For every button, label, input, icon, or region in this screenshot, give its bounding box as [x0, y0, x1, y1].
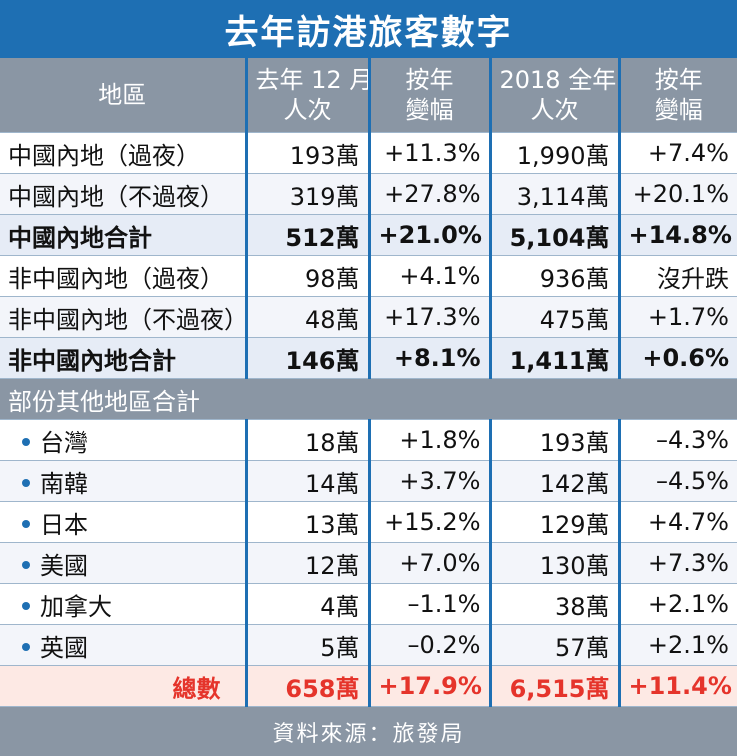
table-row: 非中國內地（過夜） 98萬 +4.1% 936萬 沒升跌	[0, 255, 737, 297]
cell-value: +20.1%	[619, 173, 737, 215]
table-row: 南韓 14萬 +3.7% 142萬 –4.5%	[0, 460, 737, 502]
cell-value: 658萬	[246, 665, 371, 707]
bullet-icon	[22, 438, 30, 446]
cell-value: +11.3%	[369, 132, 492, 174]
cell-value: 1,990萬	[490, 132, 621, 174]
cell-value: 512萬	[246, 214, 371, 256]
cell-value: –4.3%	[619, 419, 737, 461]
row-label: 日本	[0, 501, 248, 543]
table-row: 台灣 18萬 +1.8% 193萬 –4.3%	[0, 419, 737, 461]
cell-value: 319萬	[246, 173, 371, 215]
cell-value: +4.1%	[369, 255, 492, 297]
row-label: 中國內地（過夜）	[0, 132, 248, 174]
cell-value: 18萬	[246, 419, 371, 461]
table-row: 非中國內地（不過夜） 48萬 +17.3% 475萬 +1.7%	[0, 296, 737, 338]
column-header-0: 地區	[0, 58, 248, 133]
section-label: 部份其他地區合計	[0, 378, 737, 420]
row-label: 非中國內地（過夜）	[0, 255, 248, 297]
cell-value: +2.1%	[619, 624, 737, 666]
cell-value: +7.0%	[369, 542, 492, 584]
table-title: 去年訪港旅客數字	[0, 0, 737, 58]
row-label: 加拿大	[0, 583, 248, 625]
row-label: 中國內地（不過夜）	[0, 173, 248, 215]
cell-value: 129萬	[490, 501, 621, 543]
cell-value: +15.2%	[369, 501, 492, 543]
column-header-4: 按年 變幅	[619, 58, 737, 133]
cell-value: 193萬	[246, 132, 371, 174]
column-header-3: 2018 全年 人次	[490, 58, 621, 133]
cell-value: 142萬	[490, 460, 621, 502]
table-body: 中國內地（過夜） 193萬 +11.3% 1,990萬 +7.4% 中國內地（不過夜） 31…	[0, 132, 737, 707]
cell-value: 1,411萬	[490, 337, 621, 379]
cell-value: 5,104萬	[490, 214, 621, 256]
table-row: 日本 13萬 +15.2% 129萬 +4.7%	[0, 501, 737, 543]
cell-value: +7.4%	[619, 132, 737, 174]
cell-value: +14.8%	[619, 214, 737, 256]
cell-value: 193萬	[490, 419, 621, 461]
cell-value: +21.0%	[369, 214, 492, 256]
cell-value: 14萬	[246, 460, 371, 502]
row-label: 非中國內地（不過夜）	[0, 296, 248, 338]
cell-value: 57萬	[490, 624, 621, 666]
section-row: 部份其他地區合計	[0, 378, 737, 420]
table-row: 美國 12萬 +7.0% 130萬 +7.3%	[0, 542, 737, 584]
row-label: 總數	[0, 665, 248, 707]
cell-value: +0.6%	[619, 337, 737, 379]
row-label: 中國內地合計	[0, 214, 248, 256]
table-row: 中國內地（不過夜） 319萬 +27.8% 3,114萬 +20.1%	[0, 173, 737, 215]
cell-value: –4.5%	[619, 460, 737, 502]
table-row: 非中國內地合計 146萬 +8.1% 1,411萬 +0.6%	[0, 337, 737, 379]
table-row: 中國內地合計 512萬 +21.0% 5,104萬 +14.8%	[0, 214, 737, 256]
cell-value: –0.2%	[369, 624, 492, 666]
cell-value: +17.9%	[369, 665, 492, 707]
bullet-icon	[22, 561, 30, 569]
bullet-icon	[22, 643, 30, 651]
cell-value: 6,515萬	[490, 665, 621, 707]
cell-value: 146萬	[246, 337, 371, 379]
row-label: 南韓	[0, 460, 248, 502]
cell-value: 38萬	[490, 583, 621, 625]
row-label: 非中國內地合計	[0, 337, 248, 379]
cell-value: 5萬	[246, 624, 371, 666]
cell-value: 3,114萬	[490, 173, 621, 215]
row-label: 美國	[0, 542, 248, 584]
row-label: 英國	[0, 624, 248, 666]
bullet-icon	[22, 479, 30, 487]
cell-value: +7.3%	[619, 542, 737, 584]
table-row: 英國 5萬 –0.2% 57萬 +2.1%	[0, 624, 737, 666]
cell-value: +1.8%	[369, 419, 492, 461]
cell-value: 4萬	[246, 583, 371, 625]
cell-value: +3.7%	[369, 460, 492, 502]
table-row: 中國內地（過夜） 193萬 +11.3% 1,990萬 +7.4%	[0, 132, 737, 174]
cell-value: 130萬	[490, 542, 621, 584]
bullet-icon	[22, 520, 30, 528]
bullet-icon	[22, 602, 30, 610]
cell-value: 沒升跌	[619, 255, 737, 297]
cell-value: 48萬	[246, 296, 371, 338]
cell-value: 475萬	[490, 296, 621, 338]
source-footer: 資料來源：旅發局	[0, 707, 737, 756]
data-table: 地區 去年 12 月人次 按年 變幅 2018 全年 人次 按年 變幅 中國內地（過夜） 193…	[0, 58, 737, 707]
cell-value: +11.4%	[619, 665, 737, 707]
header-row: 地區 去年 12 月人次 按年 變幅 2018 全年 人次 按年 變幅	[0, 58, 737, 133]
cell-value: 12萬	[246, 542, 371, 584]
column-header-1: 去年 12 月人次	[246, 58, 371, 133]
cell-value: +8.1%	[369, 337, 492, 379]
cell-value: +2.1%	[619, 583, 737, 625]
cell-value: 936萬	[490, 255, 621, 297]
column-header-2: 按年 變幅	[369, 58, 492, 133]
cell-value: +1.7%	[619, 296, 737, 338]
cell-value: +17.3%	[369, 296, 492, 338]
cell-value: +4.7%	[619, 501, 737, 543]
table-row: 加拿大 4萬 –1.1% 38萬 +2.1%	[0, 583, 737, 625]
cell-value: 98萬	[246, 255, 371, 297]
total-row: 總數 658萬 +17.9% 6,515萬 +11.4%	[0, 665, 737, 707]
cell-value: –1.1%	[369, 583, 492, 625]
row-label: 台灣	[0, 419, 248, 461]
cell-value: 13萬	[246, 501, 371, 543]
cell-value: +27.8%	[369, 173, 492, 215]
